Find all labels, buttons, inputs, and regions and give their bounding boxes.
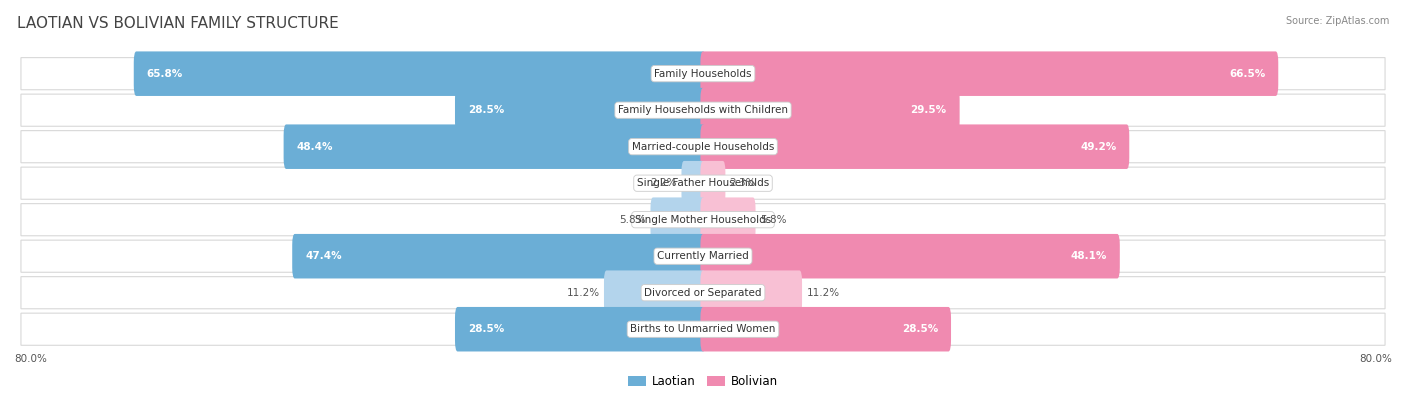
Legend: Laotian, Bolivian: Laotian, Bolivian <box>623 370 783 393</box>
FancyBboxPatch shape <box>456 88 706 132</box>
Text: Single Father Households: Single Father Households <box>637 178 769 188</box>
Text: 48.1%: 48.1% <box>1070 251 1107 261</box>
FancyBboxPatch shape <box>700 271 801 315</box>
FancyBboxPatch shape <box>21 313 1385 345</box>
FancyBboxPatch shape <box>700 234 1119 278</box>
Text: 11.2%: 11.2% <box>807 288 839 298</box>
Text: 49.2%: 49.2% <box>1080 142 1116 152</box>
Text: Currently Married: Currently Married <box>657 251 749 261</box>
Text: 11.2%: 11.2% <box>567 288 599 298</box>
FancyBboxPatch shape <box>682 161 706 205</box>
FancyBboxPatch shape <box>21 240 1385 272</box>
FancyBboxPatch shape <box>284 124 706 169</box>
Text: 28.5%: 28.5% <box>468 324 505 334</box>
Text: 28.5%: 28.5% <box>901 324 938 334</box>
Text: 2.2%: 2.2% <box>651 178 678 188</box>
Text: 66.5%: 66.5% <box>1229 69 1265 79</box>
Text: 5.8%: 5.8% <box>759 215 786 225</box>
Text: Source: ZipAtlas.com: Source: ZipAtlas.com <box>1285 16 1389 26</box>
FancyBboxPatch shape <box>456 307 706 352</box>
Text: Family Households: Family Households <box>654 69 752 79</box>
Text: Family Households with Children: Family Households with Children <box>619 105 787 115</box>
FancyBboxPatch shape <box>21 58 1385 90</box>
FancyBboxPatch shape <box>700 88 960 132</box>
FancyBboxPatch shape <box>21 167 1385 199</box>
Text: Divorced or Separated: Divorced or Separated <box>644 288 762 298</box>
FancyBboxPatch shape <box>292 234 706 278</box>
Text: LAOTIAN VS BOLIVIAN FAMILY STRUCTURE: LAOTIAN VS BOLIVIAN FAMILY STRUCTURE <box>17 16 339 31</box>
Text: 80.0%: 80.0% <box>1360 354 1392 364</box>
FancyBboxPatch shape <box>700 161 725 205</box>
FancyBboxPatch shape <box>700 124 1129 169</box>
FancyBboxPatch shape <box>21 204 1385 236</box>
Text: 65.8%: 65.8% <box>146 69 183 79</box>
FancyBboxPatch shape <box>700 307 950 352</box>
FancyBboxPatch shape <box>700 198 755 242</box>
Text: 5.8%: 5.8% <box>620 215 647 225</box>
Text: 29.5%: 29.5% <box>911 105 946 115</box>
Text: 48.4%: 48.4% <box>297 142 333 152</box>
Text: Births to Unmarried Women: Births to Unmarried Women <box>630 324 776 334</box>
Text: 47.4%: 47.4% <box>305 251 342 261</box>
FancyBboxPatch shape <box>21 131 1385 163</box>
Text: 2.3%: 2.3% <box>730 178 756 188</box>
Text: Single Mother Households: Single Mother Households <box>636 215 770 225</box>
Text: 80.0%: 80.0% <box>14 354 46 364</box>
Text: Married-couple Households: Married-couple Households <box>631 142 775 152</box>
FancyBboxPatch shape <box>134 51 706 96</box>
FancyBboxPatch shape <box>651 198 706 242</box>
FancyBboxPatch shape <box>700 51 1278 96</box>
FancyBboxPatch shape <box>21 94 1385 126</box>
Text: 28.5%: 28.5% <box>468 105 505 115</box>
FancyBboxPatch shape <box>605 271 706 315</box>
FancyBboxPatch shape <box>21 276 1385 309</box>
